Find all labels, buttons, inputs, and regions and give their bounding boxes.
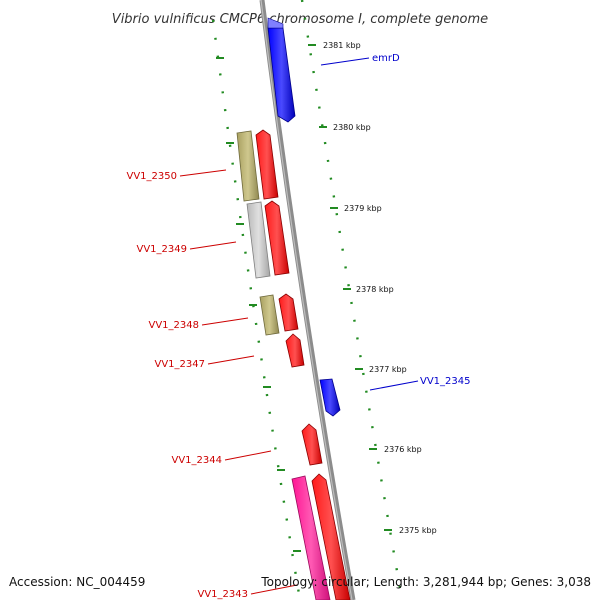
gene-label-VV1-2349[interactable]: VV1_2349 [137,244,188,255]
leader-line-emrD [320,57,370,66]
tick-label-2376: 2376 kbp [384,445,422,454]
topology-info: Topology: circular; Length: 3,281,944 bp… [260,575,591,589]
leader-line-VV1-2343 [250,584,298,595]
gene-label-VV1-2344[interactable]: VV1_2344 [172,455,223,466]
gene-label-VV1-2343[interactable]: VV1_2343 [198,589,249,600]
chromosome-backbone [259,0,356,600]
accession-label: Accession: NC_004459 [9,575,145,589]
tick-label-2378: 2378 kbp [356,285,394,294]
gene-label-VV1-2345[interactable]: VV1_2345 [420,376,471,387]
gene-VV1-2350[interactable] [236,129,279,202]
chromosome-backbone-highlight [260,0,353,600]
gene-emrD[interactable] [267,17,296,123]
tick-label-2375: 2375 kbp [399,526,437,535]
tick-label-2377: 2377 kbp [369,365,407,374]
tick-label-2379: 2379 kbp [344,204,382,213]
gene-label-emrD[interactable]: emrD [372,53,400,64]
gene-VV1-2348[interactable] [259,293,299,336]
tick-label-2381: 2381 kbp [323,41,361,50]
gene-VV1-2345[interactable] [319,378,341,417]
leader-line-VV1-2347 [207,355,255,365]
leader-line-VV1-2344 [224,450,272,461]
leader-line-VV1-2350 [179,169,227,177]
forward-strand-guide [300,0,404,600]
gene-label-VV1-2347[interactable]: VV1_2347 [155,359,206,370]
gene-VV1-2349[interactable] [246,200,290,279]
gene-VV1-2347[interactable] [285,333,305,368]
gene-label-VV1-2348[interactable]: VV1_2348 [149,320,200,331]
gene-VV1-2343[interactable] [291,473,351,600]
gene-label-VV1-2350[interactable]: VV1_2350 [127,171,178,182]
gene-VV1-2344[interactable] [301,423,323,466]
leader-line-VV1-2349 [189,241,237,250]
map-title: Vibrio vulnificus CMCP6 chromosome I, co… [112,12,488,27]
tick-label-2380: 2380 kbp [333,123,371,132]
leader-line-VV1-2348 [201,317,249,326]
leader-line-VV1-2345 [369,380,419,391]
